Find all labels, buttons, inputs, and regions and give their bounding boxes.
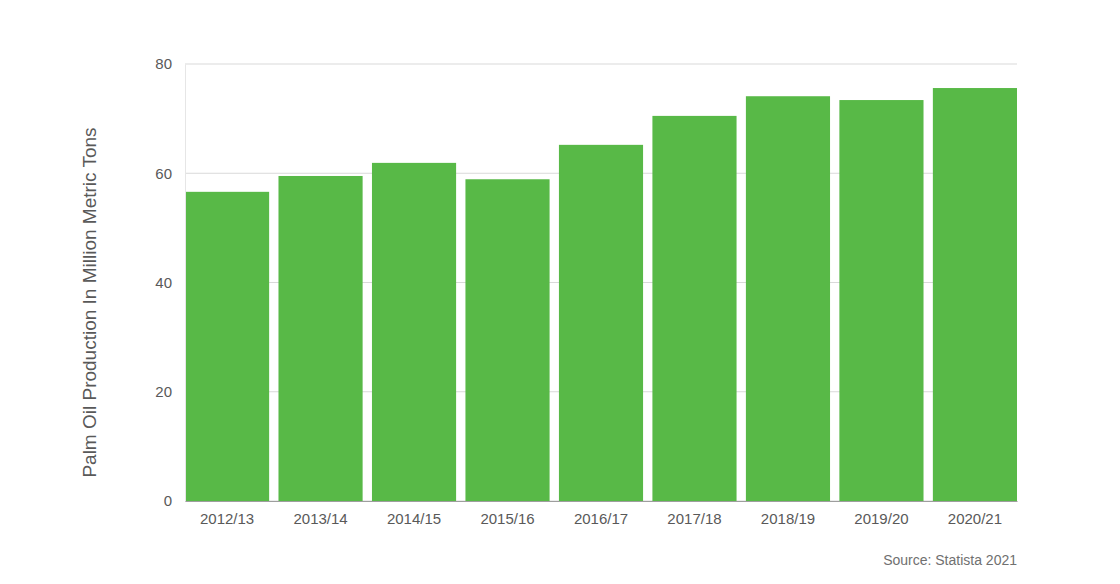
x-tick: 2020/21 xyxy=(948,501,1002,527)
y-tick: 20 xyxy=(155,383,185,400)
x-tick: 2018/19 xyxy=(761,501,815,527)
x-tick-label: 2019/20 xyxy=(854,510,908,527)
y-tick: 0 xyxy=(164,492,185,509)
x-tick: 2016/17 xyxy=(574,501,628,527)
bar xyxy=(746,96,830,501)
source-note: Source: Statista 2021 xyxy=(883,552,1017,568)
y-tick-label: 20 xyxy=(155,383,172,400)
x-axis-line xyxy=(186,501,1018,502)
bars xyxy=(185,88,1017,501)
x-tick-label: 2020/21 xyxy=(948,510,1002,527)
x-tick-label: 2015/16 xyxy=(480,510,534,527)
x-tick: 2017/18 xyxy=(667,501,721,527)
y-tick: 60 xyxy=(155,165,185,182)
x-axis: 2012/13 2013/14 2014/15 2015/16 2016/17 2017/… xyxy=(186,501,1018,527)
y-tick-label: 60 xyxy=(155,165,172,182)
chart: 0204060802012/132013/142014/152015/16201… xyxy=(0,0,1120,584)
y-axis-line xyxy=(185,65,186,502)
x-tick-label: 2012/13 xyxy=(200,510,254,527)
x-tick: 2013/14 xyxy=(293,501,347,527)
bar xyxy=(185,192,269,501)
y-tick: 80 xyxy=(155,55,185,72)
y-tick: 40 xyxy=(155,274,185,291)
bar xyxy=(465,179,549,501)
y-tick-label: 0 xyxy=(164,492,172,509)
y-axis-title: Palm Oil Production In Million Metric To… xyxy=(79,127,100,477)
y-axis: 0 20 40 60 80 xyxy=(155,55,185,509)
grid xyxy=(185,64,1017,501)
x-tick-label: 2016/17 xyxy=(574,510,628,527)
bar xyxy=(652,116,736,501)
grid-line xyxy=(185,64,1017,65)
bar xyxy=(559,145,643,501)
x-tick-label: 2014/15 xyxy=(387,510,441,527)
bar xyxy=(372,163,456,501)
x-tick-label: 2018/19 xyxy=(761,510,815,527)
bar xyxy=(278,176,362,501)
x-tick: 2014/15 xyxy=(387,501,441,527)
y-tick-label: 80 xyxy=(155,55,172,72)
x-tick-label: 2013/14 xyxy=(293,510,347,527)
bar xyxy=(933,88,1017,501)
bar xyxy=(839,100,923,501)
y-tick-label: 40 xyxy=(155,274,172,291)
x-tick: 2012/13 xyxy=(200,501,254,527)
x-tick: 2015/16 xyxy=(480,501,534,527)
x-tick: 2019/20 xyxy=(854,501,908,527)
x-tick-label: 2017/18 xyxy=(667,510,721,527)
